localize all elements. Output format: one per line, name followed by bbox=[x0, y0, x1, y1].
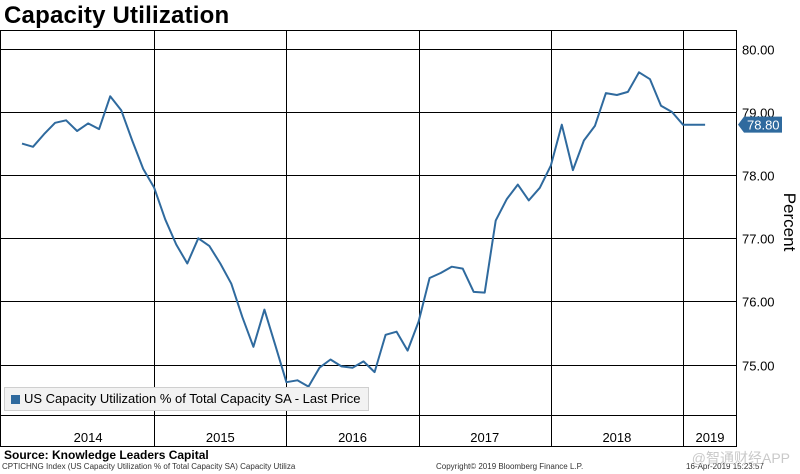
legend-swatch bbox=[11, 395, 20, 405]
x-tick-label: 2016 bbox=[338, 430, 367, 445]
y-tick-label: 75.00 bbox=[742, 359, 775, 374]
y-tick-label: 77.00 bbox=[742, 232, 775, 247]
x-tick-label: 2019 bbox=[696, 430, 725, 445]
x-tick-label: 2017 bbox=[470, 430, 499, 445]
last-value-label: 78.80 bbox=[747, 118, 780, 133]
legend-label: US Capacity Utilization % of Total Capac… bbox=[24, 391, 361, 406]
x-tick-label: 2015 bbox=[206, 430, 235, 445]
footer-copyright: Copyright© 2019 Bloomberg Finance L.P. bbox=[436, 462, 584, 471]
chart-title: Capacity Utilization bbox=[4, 2, 230, 29]
footer-index-text: CPTICHNG Index (US Capacity Utilization … bbox=[2, 462, 296, 471]
footer-timestamp: 16-Apr-2019 15:23:57 bbox=[686, 462, 764, 471]
series-line bbox=[21, 71, 706, 388]
last-value-tag bbox=[738, 116, 782, 133]
y-tick-label: 78.00 bbox=[742, 169, 775, 184]
series-layer bbox=[21, 71, 706, 388]
y-axis-title: Percent bbox=[780, 193, 799, 252]
watermark: @智通财经APP bbox=[691, 450, 790, 466]
y-tick-label: 80.00 bbox=[742, 43, 775, 58]
x-tick-label: 2014 bbox=[74, 430, 103, 445]
legend: US Capacity Utilization % of Total Capac… bbox=[4, 387, 370, 411]
y-tick-label: 76.00 bbox=[742, 295, 775, 310]
x-tick-label: 2018 bbox=[602, 430, 631, 445]
source-note: Source: Knowledge Leaders Capital bbox=[4, 448, 209, 462]
